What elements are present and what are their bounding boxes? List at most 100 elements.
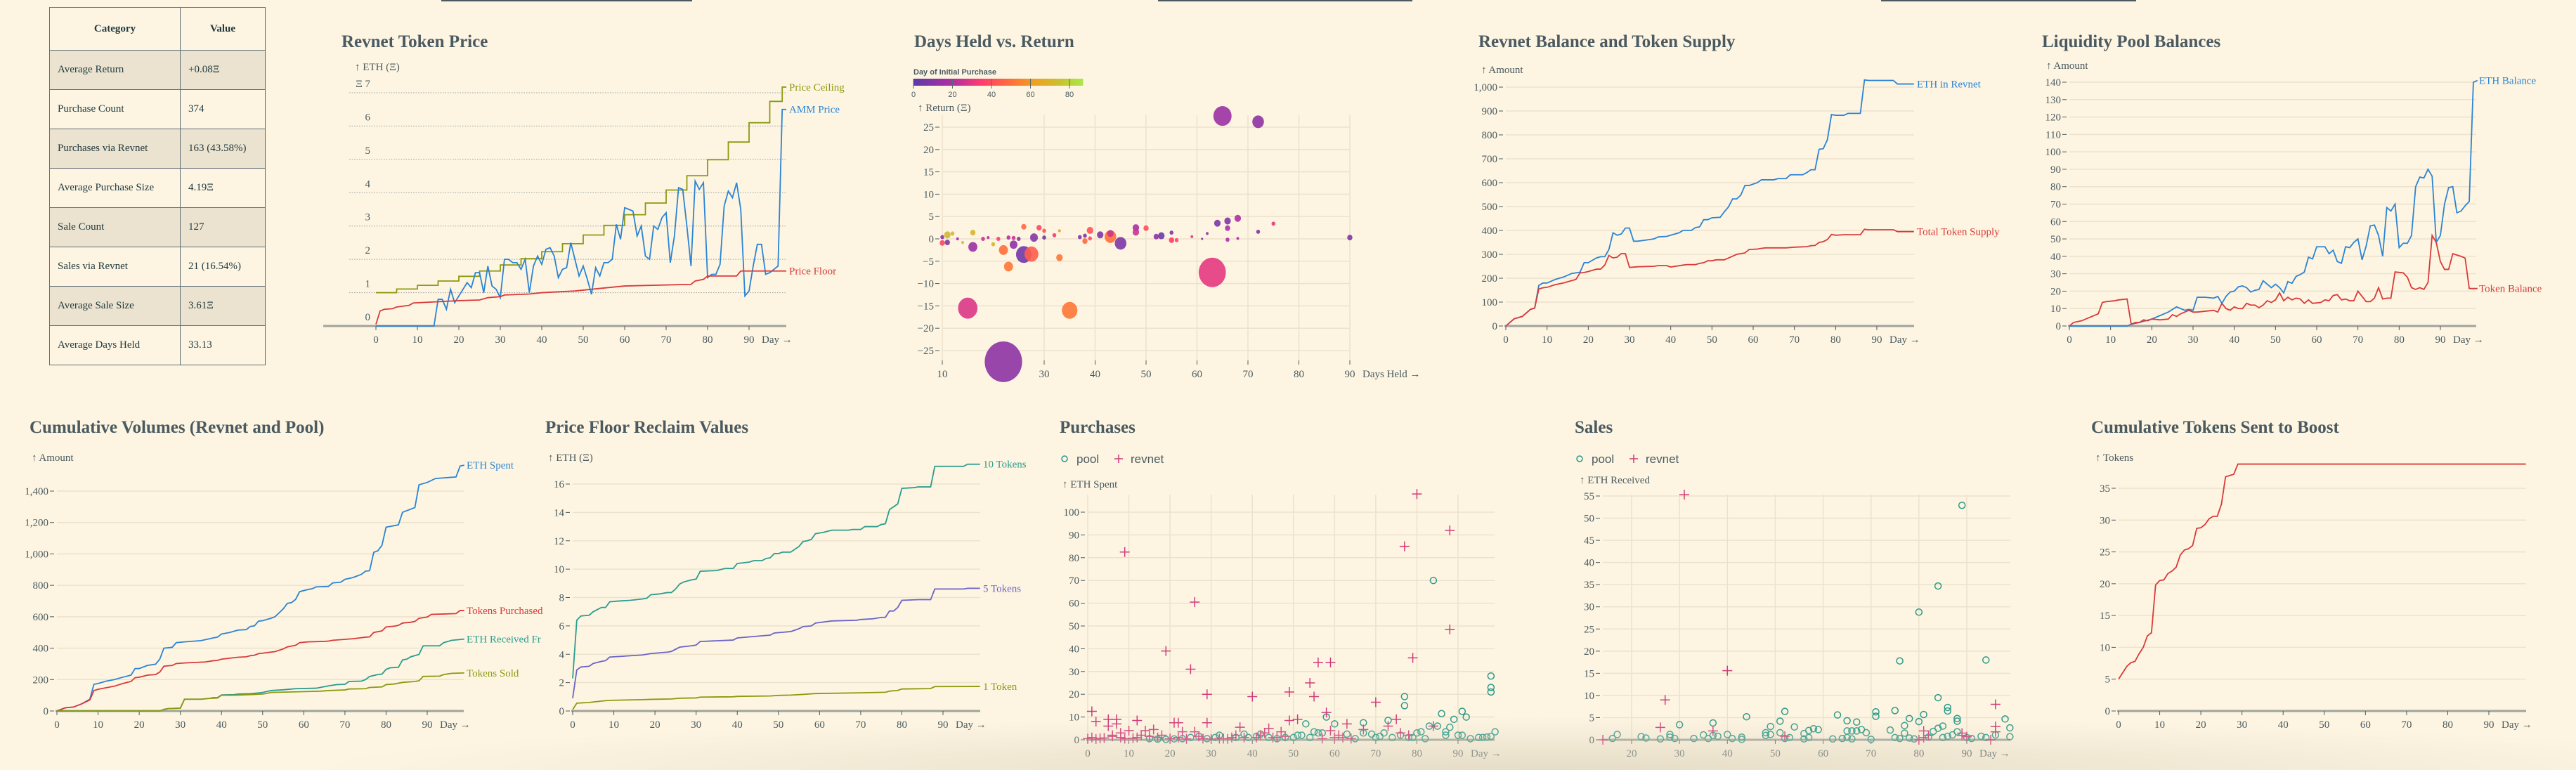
x-tick-label: 20: [454, 334, 464, 346]
legend-circle-icon: [1576, 455, 1583, 462]
x-tick-label: 60: [1329, 748, 1340, 759]
series-label: 10 Tokens: [983, 459, 1027, 471]
bubble: [1016, 237, 1021, 241]
point-pool: [2006, 724, 2014, 732]
x-tick-label: 50: [578, 334, 589, 346]
y-tick-label: 0: [1074, 735, 1080, 746]
point-pool: [1891, 707, 1899, 714]
y-tick-label: −5: [923, 256, 934, 268]
x-tick-label: 10: [93, 719, 103, 731]
x-tick-label: 90: [2484, 719, 2494, 731]
series-line-tokens: [2118, 463, 2526, 680]
x-tick-label: 0: [54, 719, 60, 731]
series-label: Token Balance: [2479, 284, 2542, 295]
point-pool: [1343, 730, 1351, 738]
y-tick-label: 45: [1584, 535, 1594, 547]
point-revnet: [1679, 490, 1689, 500]
summary-table-header: Category Value: [49, 7, 266, 51]
x-tick-label: 60: [2312, 334, 2322, 346]
y-tick-label: 2: [559, 678, 565, 689]
bubble: [1143, 225, 1149, 231]
y-tick-label: 900: [1482, 106, 1498, 117]
y-tick-label: 1,400: [25, 486, 48, 497]
x-tick-label: 70: [1789, 334, 1800, 346]
x-tick-label: 0: [570, 719, 575, 731]
point-pool: [1953, 728, 1961, 736]
point-pool: [1934, 693, 1942, 702]
x-tick-label: 40: [1665, 334, 1676, 346]
y-tick-label: 50: [1584, 514, 1594, 525]
x-tick-label: 0: [2067, 334, 2072, 346]
x-tick-label: 90: [2435, 334, 2446, 346]
x-tick-label: 30: [495, 334, 506, 346]
point-revnet: [1190, 596, 1200, 607]
y-tick-label: 120: [2045, 112, 2062, 124]
point-pool: [1886, 726, 1894, 734]
x-tick-label: 90: [1872, 334, 1882, 346]
bubble: [1347, 235, 1353, 241]
bubble: [961, 240, 964, 244]
y-tick-label: 80: [1069, 553, 1079, 564]
header-category: Category: [49, 7, 181, 51]
colorbar-tick-label: 80: [1065, 91, 1074, 99]
colorbar-title: Day of Initial Purchase: [913, 68, 996, 77]
y-tick-label: 70: [1069, 575, 1079, 587]
series-label: AMM Price: [789, 105, 840, 116]
x-tick-label: 60: [814, 719, 825, 731]
series-line-token-balance: [2069, 233, 2478, 327]
y-axis-label: ↑ ETH (Ξ): [548, 452, 593, 464]
y-tick-label: 200: [1482, 273, 1498, 285]
x-tick-label: 80: [381, 719, 391, 731]
y-tick-label: 0: [2105, 706, 2111, 717]
series-line-eth-in-revnet: [1505, 79, 1914, 327]
x-axis-label: Days Held →: [1362, 369, 1421, 380]
series-line-total-token-supply: [1505, 228, 1914, 327]
x-tick-label: 20: [2196, 719, 2206, 731]
bubble: [1077, 235, 1082, 240]
x-axis-label: Day →: [2453, 334, 2484, 346]
chart-title: Price Floor Reclaim Values: [545, 418, 748, 437]
legend-label-pool: pool: [1076, 452, 1099, 466]
y-tick-label: 10: [554, 564, 564, 575]
bubble: [1169, 230, 1174, 235]
point-pool: [1487, 688, 1495, 696]
point-revnet: [1086, 706, 1097, 717]
y-tick-label: 30: [2050, 269, 2061, 280]
y-tick-label: 50: [2050, 234, 2061, 245]
point-revnet: [1412, 489, 1422, 500]
x-axis-label: Day →: [1889, 334, 1920, 346]
point-revnet: [1338, 732, 1348, 743]
x-tick-label: 90: [1453, 748, 1464, 759]
x-tick-label: 30: [175, 719, 186, 731]
bubble: [1236, 237, 1240, 240]
bubble: [996, 237, 1001, 241]
y-tick-label: 4: [559, 649, 565, 660]
series-label: ETH Spent: [467, 460, 514, 471]
bubble: [1003, 261, 1013, 272]
point-revnet: [1292, 714, 1303, 724]
chart-title: Sales: [1575, 418, 1613, 437]
y-tick-label: −15: [918, 301, 934, 312]
y-tick-label: 90: [1069, 530, 1079, 541]
bubble: [1225, 237, 1230, 242]
bubble: [1225, 225, 1230, 231]
x-tick-label: 40: [1247, 748, 1258, 759]
point-pool: [1982, 656, 1990, 664]
y-tick-label: 0: [1492, 321, 1498, 332]
series-line-eth-received-fr: [57, 638, 464, 712]
x-tick-label: 60: [1818, 748, 1828, 759]
point-revnet: [1119, 547, 1130, 557]
y-tick-label: 1,000: [1474, 82, 1497, 93]
x-tick-label: 80: [1830, 334, 1841, 346]
x-tick-label: 80: [703, 334, 713, 346]
y-tick-label: 600: [33, 612, 49, 623]
bubble: [1056, 254, 1063, 261]
row-value: 3.61Ξ: [180, 286, 266, 326]
y-tick-label: 35: [2100, 483, 2110, 495]
x-tick-label: 20: [1627, 748, 1637, 759]
x-tick-label: 50: [1707, 334, 1717, 346]
y-tick-label: 30: [1584, 602, 1594, 613]
y-tick-label: 10: [2100, 642, 2110, 653]
point-revnet: [1325, 657, 1336, 667]
y-tick-label: 55: [1584, 491, 1594, 502]
